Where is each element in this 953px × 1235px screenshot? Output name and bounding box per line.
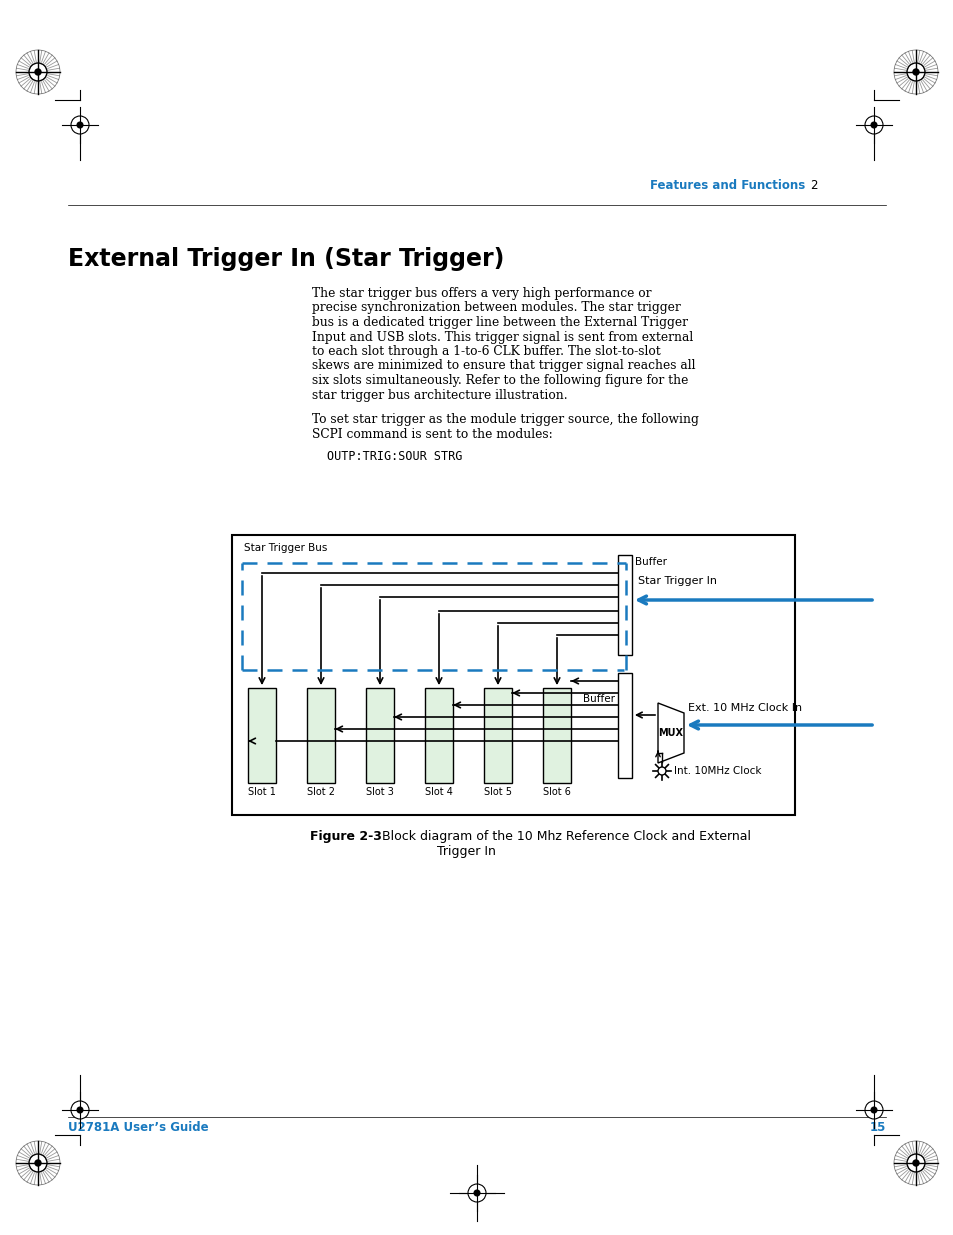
Text: star trigger bus architecture illustration.: star trigger bus architecture illustrati… [312,389,567,401]
Polygon shape [658,703,683,763]
Text: bus is a dedicated trigger line between the External Trigger: bus is a dedicated trigger line between … [312,316,687,329]
Circle shape [912,69,918,75]
Circle shape [870,1107,876,1113]
Circle shape [77,1107,83,1113]
Text: SCPI command is sent to the modules:: SCPI command is sent to the modules: [312,427,552,441]
Circle shape [35,69,41,75]
Text: Buffer: Buffer [635,557,666,567]
Text: Slot 4: Slot 4 [425,787,453,797]
Bar [248,688,275,783]
Text: Slot 6: Slot 6 [542,787,570,797]
Circle shape [474,1191,479,1195]
Circle shape [906,63,924,82]
Text: The star trigger bus offers a very high performance or: The star trigger bus offers a very high … [312,287,651,300]
Circle shape [28,1153,48,1173]
Bar [483,688,512,783]
Text: Features and Functions: Features and Functions [649,179,804,191]
Text: Slot 2: Slot 2 [307,787,335,797]
Circle shape [905,62,925,82]
Bar [618,555,631,655]
Text: Buffer: Buffer [582,694,615,704]
Text: Int. 10MHz Clock: Int. 10MHz Clock [673,766,760,776]
Circle shape [905,1153,925,1173]
Circle shape [906,1153,924,1172]
Text: 15: 15 [869,1121,885,1134]
Text: To set star trigger as the module trigger source, the following: To set star trigger as the module trigge… [312,412,699,426]
Text: precise synchronization between modules. The star trigger: precise synchronization between modules.… [312,301,680,315]
Text: Trigger In: Trigger In [436,845,496,858]
Text: Star Trigger In: Star Trigger In [638,576,717,585]
Circle shape [864,1100,882,1119]
Text: Input and USB slots. This trigger signal is sent from external: Input and USB slots. This trigger signal… [312,331,693,343]
Circle shape [35,1160,41,1166]
Circle shape [468,1184,485,1202]
Text: 2: 2 [809,179,817,191]
Circle shape [870,122,876,128]
Text: U2781A User’s Guide: U2781A User’s Guide [68,1121,209,1134]
Text: Star Trigger Bus: Star Trigger Bus [244,543,327,553]
Text: Block diagram of the 10 Mhz Reference Clock and External: Block diagram of the 10 Mhz Reference Cl… [381,830,750,844]
Circle shape [77,122,83,128]
Text: Slot 3: Slot 3 [366,787,394,797]
Text: Figure 2-3: Figure 2-3 [310,830,381,844]
Circle shape [29,1153,47,1172]
Text: MUX: MUX [658,727,682,739]
Text: OUTP:TRIG:SOUR STRG: OUTP:TRIG:SOUR STRG [327,450,462,463]
Text: Ext. 10 MHz Clock In: Ext. 10 MHz Clock In [687,703,801,713]
Text: to each slot through a 1-to-6 CLK buffer. The slot-to-slot: to each slot through a 1-to-6 CLK buffer… [312,345,660,358]
Bar [542,688,571,783]
Bar [618,673,631,778]
Circle shape [71,116,89,135]
Circle shape [71,1100,89,1119]
Bar [424,688,453,783]
Text: Slot 5: Slot 5 [483,787,512,797]
Bar [232,535,794,815]
Text: Slot 1: Slot 1 [248,787,275,797]
Text: skews are minimized to ensure that trigger signal reaches all: skews are minimized to ensure that trigg… [312,359,695,373]
Circle shape [658,767,665,776]
Bar [307,688,335,783]
Text: External Trigger In (Star Trigger): External Trigger In (Star Trigger) [68,247,504,270]
Bar [366,688,394,783]
Circle shape [864,116,882,135]
Circle shape [28,62,48,82]
Circle shape [912,1160,918,1166]
Circle shape [29,63,47,82]
Text: six slots simultaneously. Refer to the following figure for the: six slots simultaneously. Refer to the f… [312,374,688,387]
